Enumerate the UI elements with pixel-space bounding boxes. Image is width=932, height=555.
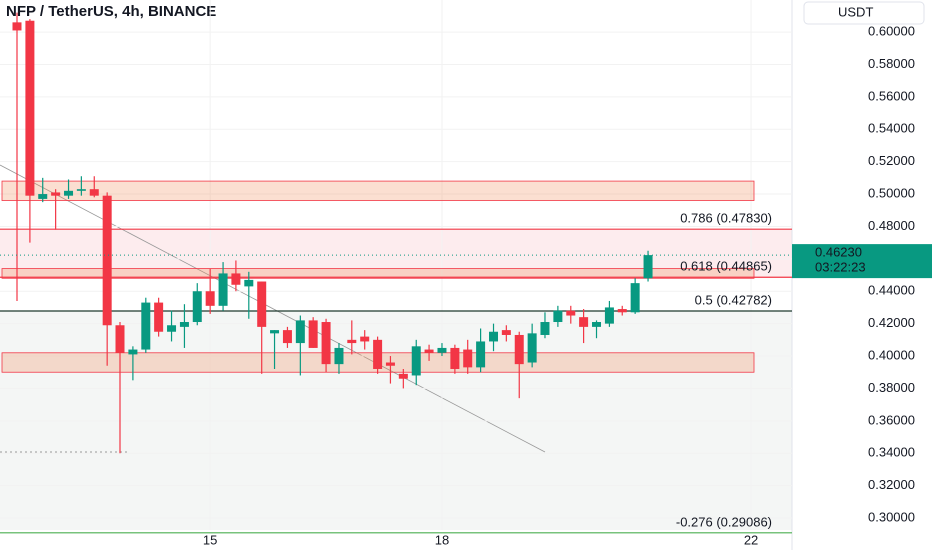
trend-line [0, 164, 546, 453]
candle-body [527, 333, 537, 363]
candle-body [424, 349, 434, 353]
candle-body [192, 291, 202, 323]
candle-body [141, 302, 151, 350]
last-price-box [792, 244, 932, 279]
y-tick-label: 0.60000 [868, 24, 915, 39]
y-tick-label: 0.56000 [868, 88, 915, 103]
fib-band [0, 229, 792, 278]
candle-body [308, 320, 318, 348]
candle-body [205, 291, 215, 306]
candle-body [257, 281, 267, 327]
y-tick-label: 0.36000 [868, 412, 915, 427]
candle-body [179, 322, 189, 327]
zone [1, 268, 755, 279]
fib-label: 0.618 (0.44865) [680, 259, 772, 274]
last-price: 0.46230 [815, 245, 862, 260]
candle-body [566, 310, 576, 316]
y-tick-label: 0.38000 [868, 380, 915, 395]
candle-body [437, 347, 447, 353]
candle-body [25, 20, 35, 196]
candle-body [167, 325, 177, 332]
y-tick-label: 0.32000 [868, 477, 915, 492]
candle-body [321, 322, 331, 365]
candle-body [128, 349, 138, 355]
candle-body [604, 307, 614, 324]
candles [12, 12, 653, 454]
candle-body [540, 322, 550, 335]
candle-body [450, 347, 460, 369]
y-tick-label: 0.40000 [868, 347, 915, 362]
candle-body [89, 189, 99, 196]
y-tick-label: 0.52000 [868, 153, 915, 168]
candle-body [579, 317, 589, 327]
candle-body [64, 190, 74, 196]
fib-label: 0.5 (0.42782) [695, 292, 772, 307]
fib-label: 0.786 (0.47830) [680, 211, 772, 226]
candle-body [463, 349, 473, 368]
candle-body [360, 336, 370, 342]
candle-body [398, 373, 408, 379]
y-tick-label: 0.42000 [868, 315, 915, 330]
y-tick-label: 0.30000 [868, 509, 915, 524]
x-tick-label: 15 [203, 532, 217, 547]
candle-body [38, 194, 48, 199]
candle-body [592, 322, 602, 327]
candle-body [501, 330, 511, 335]
candle-body [282, 330, 292, 344]
candle-body [514, 334, 524, 365]
x-tick-label: 22 [744, 532, 758, 547]
candle-body [334, 347, 344, 365]
y-tick-label: 0.58000 [868, 56, 915, 71]
zone [1, 180, 755, 201]
candle-body [373, 339, 383, 369]
x-tick-label: 18 [435, 532, 449, 547]
candle-body [115, 325, 125, 353]
candle-body [231, 273, 241, 285]
candle-body [51, 192, 61, 196]
candle-body [411, 346, 421, 376]
candle-body [154, 302, 164, 332]
candle-body [218, 273, 228, 306]
currency-button[interactable] [803, 1, 925, 25]
candle-body [347, 339, 357, 344]
y-tick-label: 0.44000 [868, 283, 915, 298]
candle-body [617, 309, 627, 313]
candle-body [643, 255, 653, 279]
countdown: 03:22:23 [815, 260, 866, 275]
candle-body [244, 279, 254, 287]
candle-body [295, 320, 305, 344]
candle-body [76, 189, 86, 191]
y-tick-label: 0.48000 [868, 218, 915, 233]
chart-title: NFP / TetherUS, 4h, BINANCE [6, 3, 216, 20]
candle-body [270, 330, 280, 334]
y-tick-label: 0.34000 [868, 445, 915, 460]
candle-body [102, 195, 112, 326]
candle-body [385, 362, 395, 366]
candle-body [630, 283, 640, 313]
candle-body [476, 341, 486, 368]
y-tick-label: 0.54000 [868, 121, 915, 136]
currency[interactable]: USDT [838, 4, 873, 19]
y-tick-label: 0.50000 [868, 185, 915, 200]
fib-label: -0.276 (0.29086) [676, 514, 772, 529]
candle-body [489, 331, 499, 342]
candle-body [553, 310, 563, 323]
candle-body [12, 22, 22, 31]
